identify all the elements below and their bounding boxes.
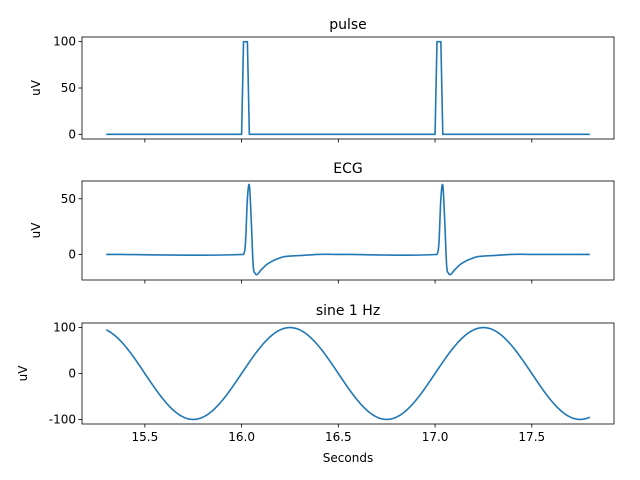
subplot-title: sine 1 Hz xyxy=(316,303,380,319)
y-axis-label: uV xyxy=(29,222,43,239)
y-tick-label: 100 xyxy=(53,35,76,49)
series-line-ECG xyxy=(106,183,590,276)
x-tick-label: 17.5 xyxy=(518,430,545,444)
x-axis-label: Seconds xyxy=(323,451,373,465)
y-tick-label: -100 xyxy=(49,412,76,426)
subplot-title: pulse xyxy=(329,17,367,33)
x-tick-label: 17.0 xyxy=(422,430,449,444)
series-line-pulse xyxy=(106,40,590,136)
axes-frame xyxy=(81,322,615,425)
y-tick-label: 0 xyxy=(68,247,76,261)
y-axis-label: uV xyxy=(29,79,43,96)
y-tick-label: 0 xyxy=(68,127,76,141)
y-tick-label: 100 xyxy=(53,321,76,335)
y-tick-label: 50 xyxy=(61,192,76,206)
subplot-1: pulse uV 0 50 100 xyxy=(29,17,615,143)
subplot-3: sine 1 Hz uV -100 0 100 15.5 16.0 16.5 17.0 17.5 S… xyxy=(16,303,615,465)
series-line-sine-1-Hz xyxy=(105,326,591,421)
x-tick-label: 16.0 xyxy=(228,430,255,444)
subplot-2: ECG uV 0 50 xyxy=(29,161,615,284)
y-tick-label: 50 xyxy=(61,81,76,95)
y-axis-label: uV xyxy=(16,365,30,382)
axes-frame xyxy=(81,180,615,281)
x-tick-label: 15.5 xyxy=(132,430,159,444)
axes-frame xyxy=(81,36,615,140)
y-tick-label: 0 xyxy=(68,367,76,381)
subplot-title: ECG xyxy=(333,161,362,177)
x-tick-label: 16.5 xyxy=(325,430,352,444)
